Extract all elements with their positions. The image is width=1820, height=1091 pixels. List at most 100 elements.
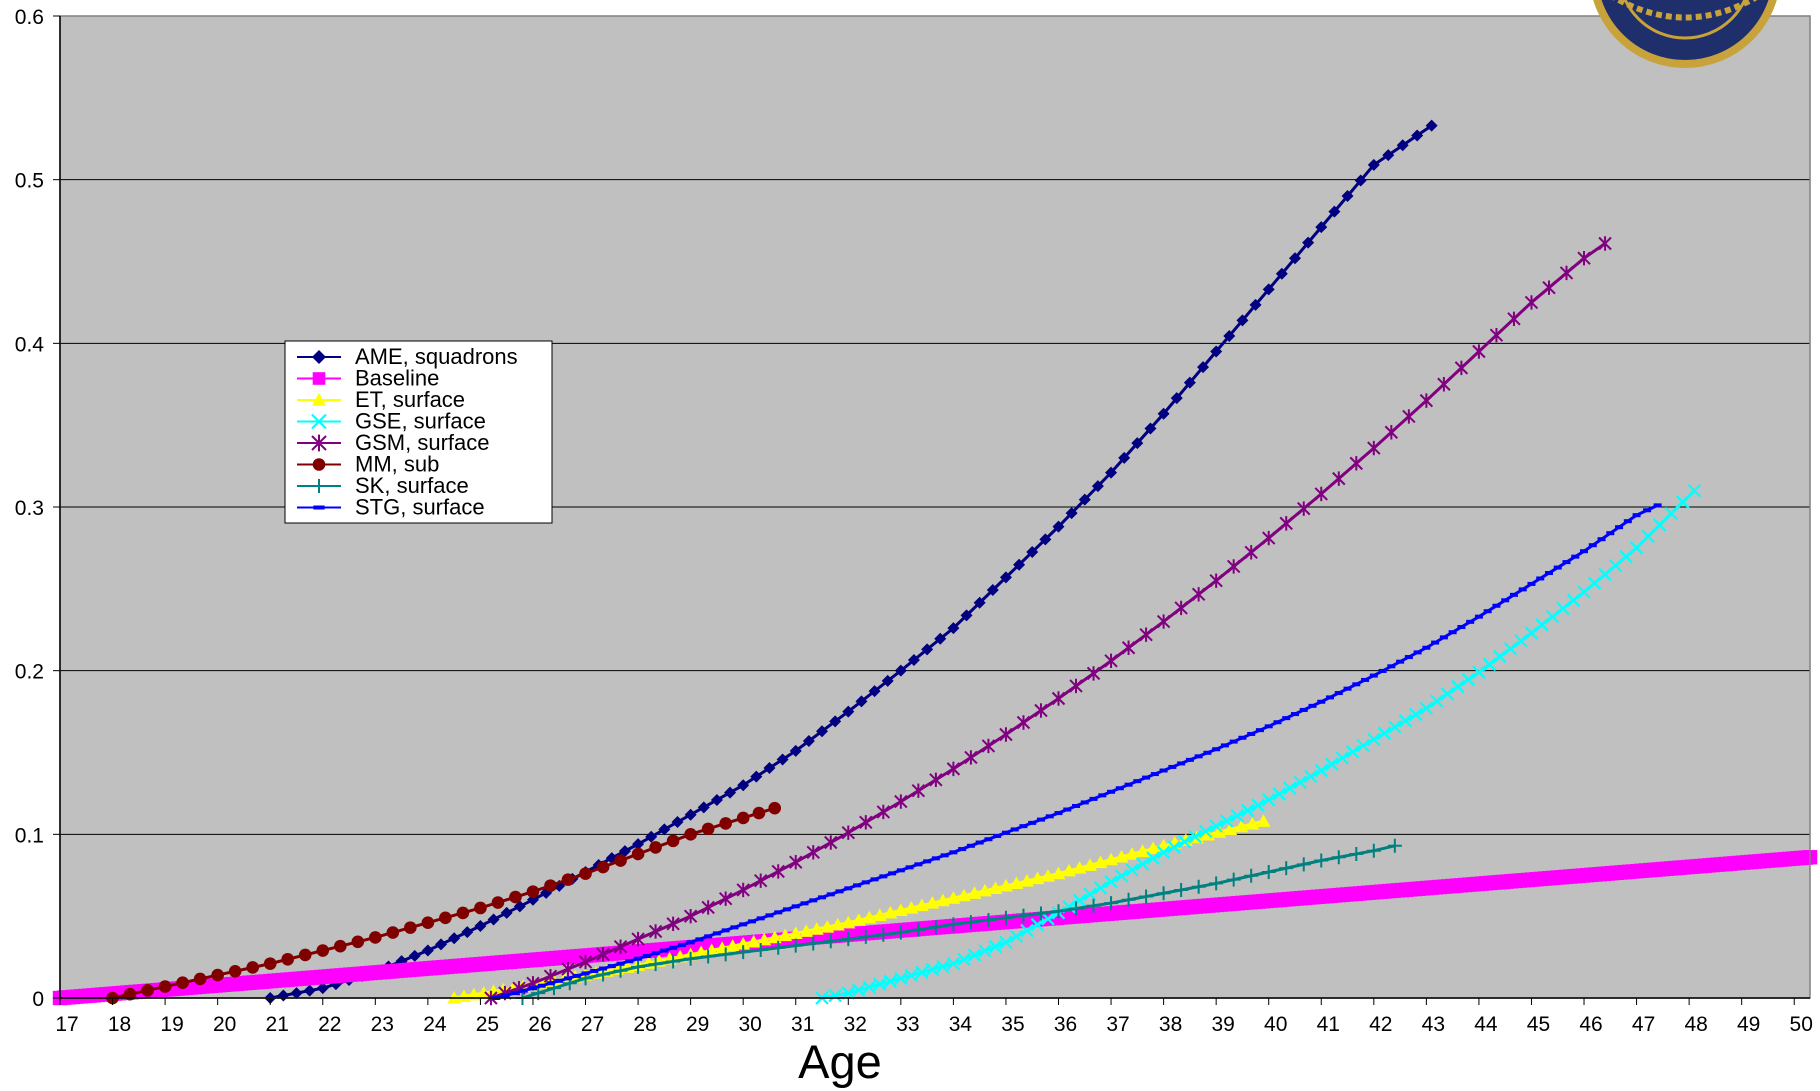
data-point xyxy=(806,845,820,860)
data-point xyxy=(883,905,898,919)
data-point xyxy=(841,825,855,840)
data-point xyxy=(1273,720,1282,725)
x-tick-label: 49 xyxy=(1737,1013,1760,1036)
data-point xyxy=(263,957,277,970)
data-point xyxy=(1472,665,1486,680)
data-point xyxy=(820,919,835,933)
data-point xyxy=(778,928,793,942)
data-point xyxy=(809,898,818,903)
legend-item: GSE, surface xyxy=(297,409,486,434)
data-point xyxy=(1553,565,1562,570)
data-point xyxy=(1314,486,1328,502)
data-point xyxy=(701,822,715,836)
data-point xyxy=(1275,267,1288,280)
data-point xyxy=(509,890,522,904)
data-point xyxy=(1093,855,1108,869)
data-point xyxy=(631,847,645,861)
data-point xyxy=(984,837,993,842)
data-point xyxy=(1430,694,1444,708)
legend-item: ET, surface xyxy=(297,387,465,412)
data-point xyxy=(853,883,862,888)
data-point xyxy=(828,988,842,1003)
data-point xyxy=(946,891,961,904)
data-point xyxy=(1174,600,1188,616)
data-point xyxy=(1388,720,1402,734)
data-point xyxy=(421,944,434,957)
data-point xyxy=(966,843,975,848)
data-point xyxy=(789,744,802,757)
data-point xyxy=(1643,508,1652,513)
data-point xyxy=(1185,757,1194,762)
data-point xyxy=(435,938,448,951)
data-point xyxy=(1577,585,1591,599)
data-point xyxy=(946,917,961,932)
data-point xyxy=(988,939,1003,954)
data-point xyxy=(1167,840,1181,854)
data-point xyxy=(1501,598,1510,603)
data-point xyxy=(1013,558,1026,571)
data-point xyxy=(763,762,776,775)
data-point xyxy=(1226,872,1241,887)
data-point xyxy=(1124,782,1133,787)
data-point xyxy=(1409,707,1423,722)
data-point xyxy=(546,981,555,986)
x-tick-label: 45 xyxy=(1527,1013,1550,1036)
data-point xyxy=(855,695,868,708)
data-point xyxy=(730,925,739,930)
data-point xyxy=(1334,691,1343,696)
data-point xyxy=(1069,678,1083,694)
x-tick-label: 48 xyxy=(1684,1013,1707,1036)
data-point xyxy=(193,972,207,986)
data-point xyxy=(947,622,960,635)
data-point xyxy=(929,772,943,787)
data-point xyxy=(1104,653,1118,669)
data-point xyxy=(1354,174,1367,187)
data-point xyxy=(935,893,950,907)
y-tick-label: 0.6 xyxy=(15,6,44,29)
data-point xyxy=(802,735,815,748)
data-point xyxy=(613,939,628,954)
data-point xyxy=(1422,645,1431,650)
data-point xyxy=(1377,726,1392,740)
data-point xyxy=(724,786,737,799)
data-point xyxy=(1249,298,1262,311)
data-point xyxy=(1457,625,1466,630)
data-point xyxy=(1288,252,1301,265)
data-point xyxy=(1346,745,1360,759)
data-point xyxy=(1545,609,1560,624)
data-point xyxy=(618,845,631,858)
data-point xyxy=(683,908,698,924)
data-point xyxy=(1051,904,1066,919)
data-point xyxy=(1282,716,1291,721)
data-point xyxy=(862,980,877,994)
data-point xyxy=(752,806,766,820)
data-point xyxy=(718,947,733,962)
data-point xyxy=(841,932,856,947)
data-point xyxy=(823,934,838,949)
x-tick-label: 46 xyxy=(1579,1013,1602,1036)
data-point xyxy=(1559,265,1574,281)
data-point xyxy=(1524,295,1539,310)
data-point xyxy=(684,828,697,841)
x-tick-label: 20 xyxy=(213,1013,236,1036)
series-6 xyxy=(515,838,1402,1005)
data-point xyxy=(1062,863,1077,877)
data-point xyxy=(904,900,919,914)
data-point xyxy=(642,953,651,958)
legend-label: GSM, surface xyxy=(355,430,489,455)
data-point xyxy=(1188,829,1202,844)
data-point xyxy=(1439,635,1448,640)
data-point xyxy=(537,983,546,988)
data-point xyxy=(756,916,765,921)
data-point xyxy=(830,917,845,931)
data-point xyxy=(999,727,1013,742)
data-point xyxy=(1197,361,1210,374)
data-point xyxy=(1279,861,1294,876)
x-tick-label: 40 xyxy=(1264,1013,1287,1036)
data-point xyxy=(907,654,920,667)
axes xyxy=(53,15,1811,1005)
data-point xyxy=(1236,314,1249,327)
x-tick-label: 44 xyxy=(1474,1013,1498,1036)
data-point xyxy=(1209,876,1224,891)
legend-label: GSE, surface xyxy=(355,409,486,434)
